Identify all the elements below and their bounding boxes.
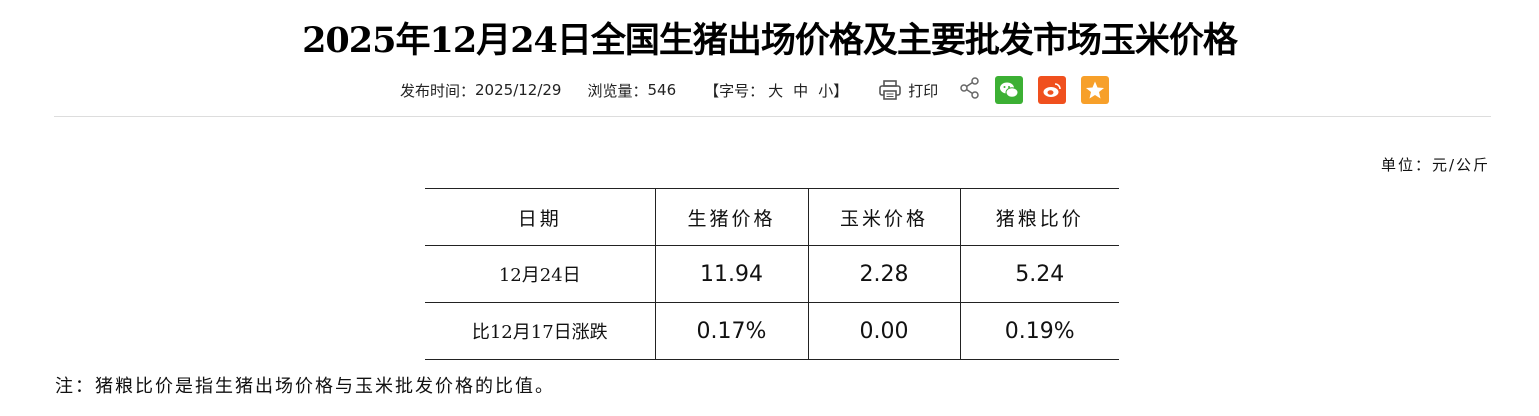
row-change-label: 比12月17日涨跌 <box>425 302 655 360</box>
font-medium-button[interactable]: 中 <box>793 81 809 100</box>
table-row: 比12月17日涨跌 0.17% 0.00 0.19% <box>425 302 1119 360</box>
header-corn-price: 玉米价格 <box>807 188 960 246</box>
footnote: 注：猪粮比价是指生猪出场价格与玉米批发价格的比值。 <box>55 376 555 397</box>
font-size-label: 【字号： <box>704 81 765 100</box>
publish-label: 发布时间： <box>400 81 476 100</box>
printer-icon <box>879 80 902 100</box>
price-table: 日期 生猪价格 玉米价格 猪粮比价 12月24日 11.94 2.28 5.24… <box>425 188 1119 360</box>
font-size-close: 】 <box>833 81 849 100</box>
corn-price: 2.28 <box>807 245 960 303</box>
header-hog-grain-ratio: 猪粮比价 <box>959 188 1119 246</box>
font-large-button[interactable]: 大 <box>768 81 784 100</box>
views-label: 浏览量： <box>587 81 648 100</box>
hog-price: 11.94 <box>654 245 808 303</box>
header-date: 日期 <box>425 188 655 246</box>
ratio-change: 0.19% <box>959 302 1119 360</box>
table-row: 12月24日 11.94 2.28 5.24 <box>425 245 1119 303</box>
corn-price-change: 0.00 <box>807 302 960 360</box>
weibo-icon[interactable] <box>1038 76 1067 104</box>
favorite-icon[interactable] <box>1081 76 1110 104</box>
publish-date: 2025/12/29 <box>475 81 562 99</box>
font-small-button[interactable]: 小 <box>818 81 834 100</box>
divider <box>54 116 1491 117</box>
row-date: 12月24日 <box>425 245 655 303</box>
print-button[interactable]: 打印 <box>878 79 938 101</box>
article-meta: 发布时间： 2025/12/29 浏览量： 546 【字号： 大 中 小 】 打… <box>400 76 1110 104</box>
print-label: 打印 <box>908 81 939 100</box>
wechat-icon[interactable] <box>995 76 1024 104</box>
hog-price-change: 0.17% <box>654 302 808 360</box>
views-count: 546 <box>647 81 677 99</box>
unit-label: 单位：元/公斤 <box>1380 156 1490 174</box>
hog-grain-ratio: 5.24 <box>959 245 1119 303</box>
table-header-row: 日期 生猪价格 玉米价格 猪粮比价 <box>425 188 1119 246</box>
page-title: 2025年12月24日全国生猪出场价格及主要批发市场玉米价格 <box>302 20 1238 61</box>
share-icon[interactable] <box>960 77 980 103</box>
header-hog-price: 生猪价格 <box>654 188 808 246</box>
